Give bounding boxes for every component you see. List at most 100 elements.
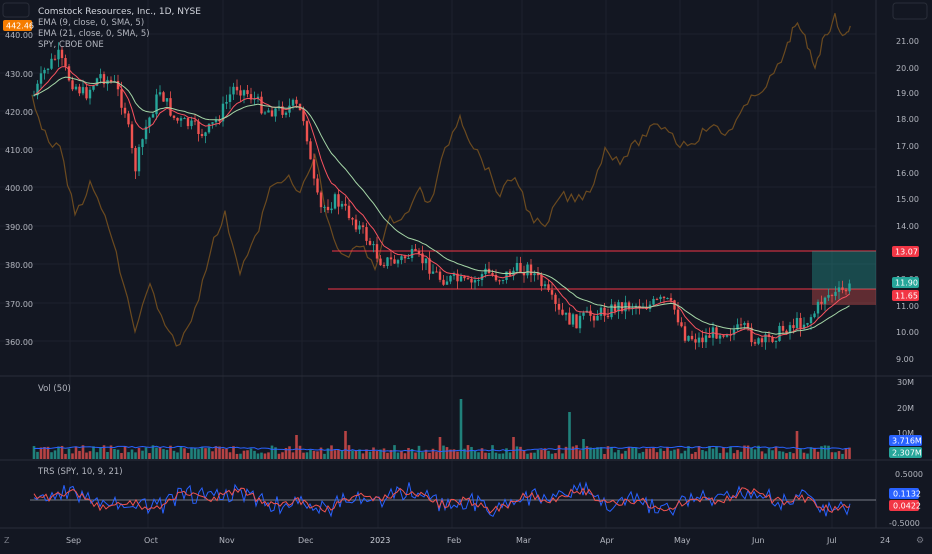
- candle-body: [627, 302, 631, 309]
- candle-body: [309, 141, 312, 160]
- candle-body: [155, 94, 158, 115]
- volume-bar: [144, 447, 148, 459]
- timezone-icon[interactable]: Z: [4, 536, 10, 545]
- volume-bar: [102, 445, 106, 459]
- candle-body: [32, 95, 36, 97]
- candle-body: [214, 119, 218, 123]
- volume-bar: [624, 450, 627, 459]
- candle-body: [722, 335, 725, 337]
- candle-body: [400, 256, 403, 261]
- right-axis-label: 18.00: [896, 115, 919, 124]
- trs-line-blue[interactable]: [33, 481, 851, 518]
- candle-body: [697, 337, 701, 343]
- candle-body: [526, 264, 529, 276]
- candle-body: [753, 342, 757, 344]
- volume-bar: [372, 447, 375, 459]
- volume-bar: [690, 453, 694, 459]
- volume-bar: [323, 453, 326, 459]
- candle-body: [137, 147, 141, 172]
- legend-ema21[interactable]: EMA (21, close, 0, SMA, 5): [38, 29, 150, 39]
- settings-icon[interactable]: [892, 2, 928, 20]
- time-axis-label: Nov: [219, 536, 235, 545]
- spy-comparison-line[interactable]: [31, 13, 851, 347]
- volume-bar: [760, 451, 764, 459]
- right-axis-label: 17.00: [896, 142, 919, 151]
- candle-body: [757, 338, 760, 344]
- time-axis[interactable]: Sep Oct Nov Dec 2023 Feb Mar Apr May Jun…: [66, 536, 890, 545]
- candle-body: [442, 279, 445, 285]
- volume-bar: [158, 447, 162, 459]
- left-axis-label: 380.00: [5, 261, 33, 270]
- volume-bar: [298, 445, 302, 459]
- volume-bar: [78, 450, 81, 459]
- volume-axis[interactable]: 30M 20M 10M 3.716M 2.307M: [889, 378, 922, 458]
- trs-badge-blue-text: 0.1132: [893, 490, 921, 499]
- volume-bar: [470, 446, 473, 459]
- volume-bar: [536, 449, 540, 459]
- volume-bar: [246, 450, 249, 459]
- candle-body: [253, 98, 256, 100]
- ema-21-line[interactable]: [33, 76, 850, 335]
- volume-bar: [795, 431, 799, 459]
- candle-body: [340, 203, 344, 207]
- legend-spy[interactable]: SPY, CBOE ONE: [38, 40, 104, 50]
- candle-body: [183, 118, 186, 120]
- volume-bar: [806, 453, 809, 459]
- candle-body: [428, 258, 431, 274]
- volume-bar: [183, 448, 186, 459]
- volume-bar: [816, 451, 820, 459]
- volume-bar: [295, 435, 298, 459]
- volume-bar: [95, 452, 99, 459]
- time-axis-label: Dec: [298, 536, 313, 545]
- volume-bar: [456, 451, 459, 459]
- trs-line-red[interactable]: [33, 487, 851, 514]
- legend-ema9[interactable]: EMA (9, close, 0, SMA, 5): [38, 18, 144, 28]
- position-target-zone[interactable]: [812, 251, 876, 289]
- volume-bar: [64, 453, 67, 459]
- candle-body: [102, 74, 106, 85]
- candle-body: [151, 114, 155, 118]
- volume-bar: [746, 445, 750, 459]
- axis-settings-icon[interactable]: ⚙: [916, 536, 924, 546]
- candle-body: [515, 262, 519, 271]
- volume-badge-text: 2.307M: [892, 449, 922, 458]
- time-axis-label: Sep: [66, 536, 81, 545]
- volume-bar: [239, 453, 242, 459]
- candle-body: [99, 74, 102, 79]
- volume-bar: [491, 445, 494, 459]
- candle-body: [235, 86, 239, 91]
- volume-bar: [599, 447, 603, 459]
- volume-bar: [753, 449, 757, 459]
- volume-bar: [767, 448, 771, 459]
- volume-ma-line[interactable]: [33, 445, 850, 453]
- candle-body: [228, 94, 232, 102]
- legend-trs[interactable]: TRS (SPY, 10, 9, 21): [37, 467, 123, 477]
- volume-bar: [214, 446, 218, 459]
- legend-volume[interactable]: Vol (50): [38, 384, 71, 394]
- left-price-axis[interactable]: 440.00 430.00 420.00 410.00 400.00 390.0…: [3, 20, 34, 347]
- legend-title[interactable]: Comstock Resources, Inc., 1D, NYSE: [38, 7, 201, 17]
- trs-axis[interactable]: 0.5000 -0.5000 0.1132 0.0422: [889, 470, 923, 528]
- volume-bar: [652, 447, 655, 459]
- volume-bar: [277, 453, 281, 459]
- right-price-axis[interactable]: 21.00 20.00 19.00 18.00 17.00 16.00 15.0…: [892, 37, 919, 364]
- volume-bar: [274, 447, 277, 459]
- volume-bar: [617, 449, 620, 459]
- candle-body: [393, 259, 396, 264]
- volume-bar: [764, 453, 767, 459]
- volume-bar: [393, 445, 396, 459]
- right-axis-label: 15.00: [896, 195, 919, 204]
- main-legend[interactable]: Comstock Resources, Inc., 1D, NYSE EMA (…: [38, 7, 201, 50]
- volume-bar: [186, 452, 190, 459]
- left-axis-label: 370.00: [5, 300, 33, 309]
- candle-body: [337, 194, 340, 207]
- tradingview-logo-icon[interactable]: [2, 2, 30, 18]
- right-axis-label: 16.00: [896, 169, 919, 178]
- candle-body: [785, 330, 788, 334]
- volume-axis-label: 20M: [897, 404, 914, 413]
- candle-body: [655, 298, 659, 300]
- left-axis-label: 410.00: [5, 146, 33, 155]
- ema-9-line[interactable]: [33, 66, 850, 339]
